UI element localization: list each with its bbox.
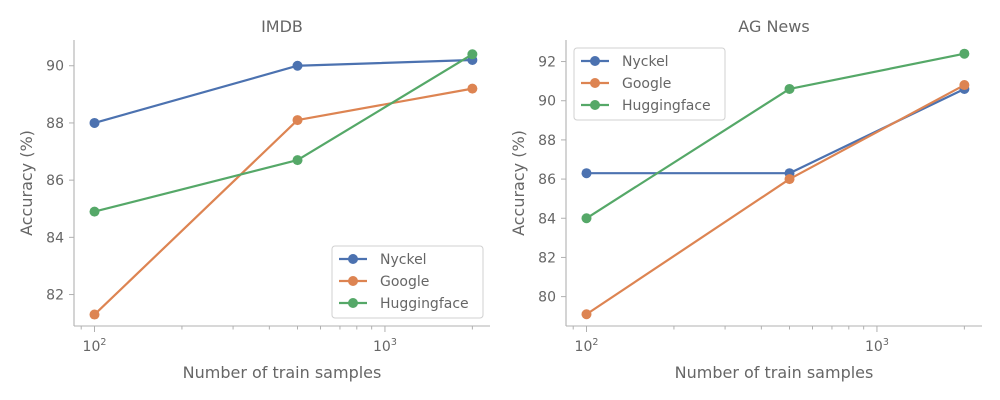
legend-swatch-marker-google — [590, 78, 600, 88]
y-tick-label: 90 — [538, 94, 556, 110]
x-axis-label: Number of train samples — [675, 363, 874, 382]
y-tick-label: 80 — [538, 290, 556, 306]
x-tick-label: 103 — [373, 337, 397, 355]
y-tick-label: 92 — [538, 55, 556, 71]
legend-box — [573, 47, 726, 121]
data-point-huggingface — [467, 49, 478, 60]
data-point-huggingface — [784, 83, 795, 94]
legend-label-nyckel: Nyckel — [380, 252, 427, 268]
y-tick-label: 84 — [46, 230, 64, 246]
legend-label-huggingface: Huggingface — [622, 98, 711, 114]
legend-swatch-marker-nyckel — [348, 254, 358, 264]
data-point-google — [581, 309, 592, 320]
x-tick-label: 102 — [83, 337, 107, 355]
y-axis-label: Accuracy (%) — [17, 130, 36, 236]
x-tick-label: 102 — [575, 337, 599, 355]
data-point-huggingface — [89, 206, 100, 217]
data-point-google — [959, 80, 970, 91]
y-tick-label: 82 — [46, 288, 64, 304]
legend-swatch-marker-google — [348, 276, 358, 286]
y-tick-label: 86 — [46, 173, 64, 189]
legend-box — [331, 245, 484, 319]
data-point-google — [292, 115, 303, 126]
series-line-nyckel — [94, 58, 473, 124]
y-tick-label: 82 — [538, 250, 556, 266]
legend-swatch-marker-nyckel — [590, 56, 600, 66]
x-axis-label: Number of train samples — [183, 363, 382, 382]
chart-panel-1: 82 84 86 88 90 102 103 IMDB Number of train samp… — [17, 17, 490, 382]
legend-swatch-marker-huggingface — [348, 298, 358, 308]
data-point-google — [89, 309, 100, 320]
data-point-nyckel — [89, 117, 100, 128]
data-point-huggingface — [292, 155, 303, 166]
chart-title: IMDB — [261, 17, 303, 36]
legend-label-huggingface: Huggingface — [380, 296, 469, 312]
data-point-google — [467, 83, 478, 94]
legend-swatch-marker-huggingface — [590, 100, 600, 110]
y-tick-label: 90 — [46, 59, 64, 75]
y-tick-label: 84 — [538, 211, 556, 227]
legend-label-google: Google — [380, 274, 429, 290]
y-axis-label: Accuracy (%) — [509, 130, 528, 236]
y-tick-label: 86 — [538, 172, 556, 188]
data-point-nyckel — [581, 168, 592, 179]
legend-label-nyckel: Nyckel — [622, 54, 669, 70]
x-tick-label: 103 — [865, 337, 889, 355]
data-point-nyckel — [292, 60, 303, 71]
legend-label-google: Google — [622, 76, 671, 92]
y-tick-label: 88 — [538, 133, 556, 149]
data-point-huggingface — [581, 213, 592, 224]
data-point-huggingface — [959, 48, 970, 59]
y-tick-label: 88 — [46, 116, 64, 132]
chart-title: AG News — [738, 17, 809, 36]
chart-panel-2: 80 82 84 86 88 90 92 102 103 AG News Number of tra… — [509, 17, 982, 382]
data-point-google — [784, 174, 795, 185]
legend: Nyckel Google Huggingface — [573, 47, 726, 121]
legend: Nyckel Google Huggingface — [331, 245, 484, 319]
